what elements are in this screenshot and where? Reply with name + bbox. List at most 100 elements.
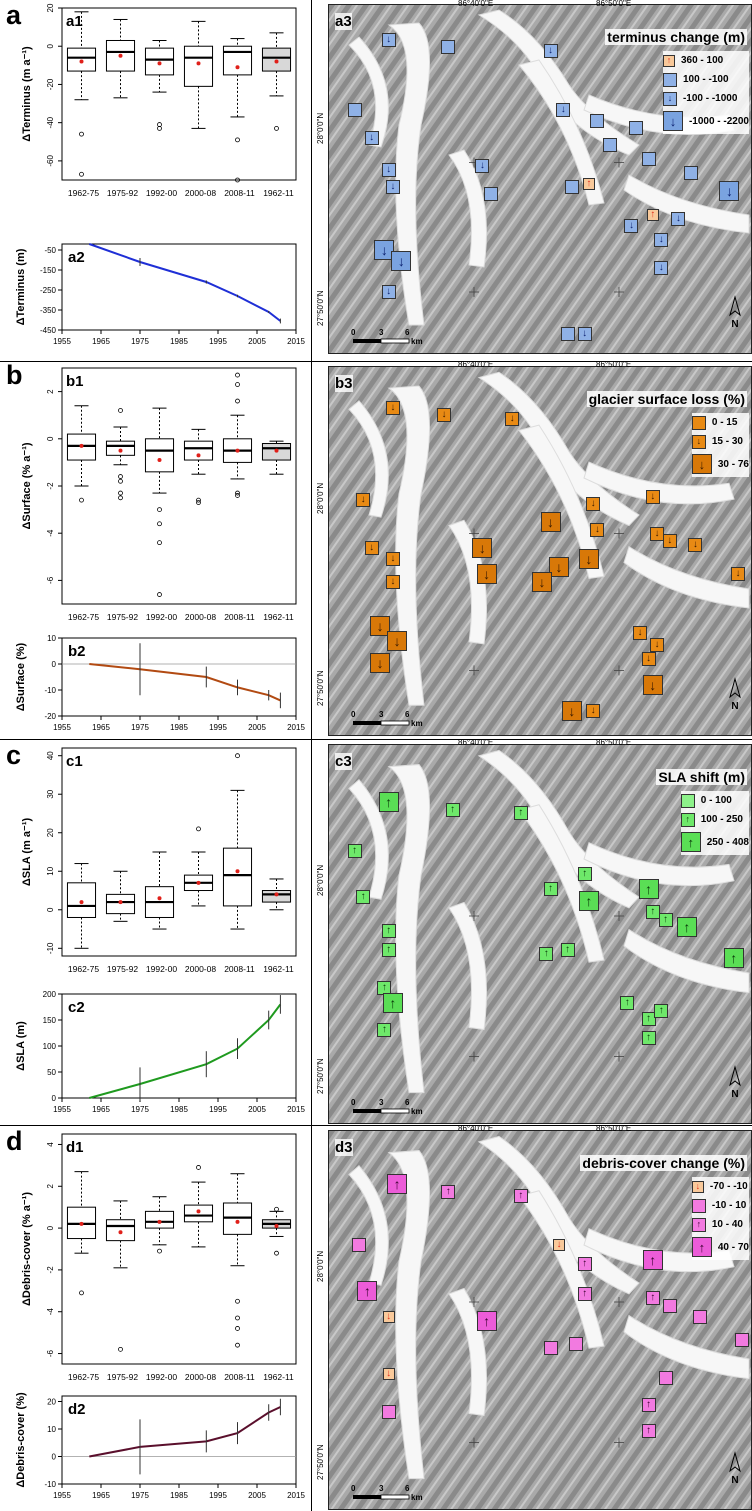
map-marker — [483, 187, 498, 201]
map-marker: ↑ — [378, 792, 399, 812]
outlier-point — [235, 177, 240, 183]
legend-entry: 0 - 100 — [680, 791, 749, 810]
y-tick-label: 10 — [47, 634, 56, 643]
line-plot: -50 -150 -250 -350 -450 1955 1965 1975 1985 1995 2… — [15, 243, 305, 346]
legend-label: 100 - 250 — [700, 814, 743, 825]
legend-label: 100 - -100 — [682, 74, 729, 85]
outlier-point — [235, 1315, 240, 1321]
y-tick-label: -2 — [46, 482, 55, 490]
map-marker: ↓ — [650, 526, 665, 541]
y-tick-label: 2 — [46, 1183, 55, 1188]
x-category-label: 1992-00 — [146, 612, 177, 622]
map-marker: ↓ — [556, 103, 571, 117]
plot-frame — [61, 637, 297, 717]
legend-entry: -10 - 10 — [691, 1196, 749, 1215]
scale-label: 3 — [379, 1098, 384, 1107]
scale-bar-graphic: 0 3 6km — [351, 710, 423, 728]
legend-symbol-icon: ↑ — [691, 1217, 706, 1232]
scale-bar: 0 3 6 km — [349, 325, 459, 351]
y-tick-label: -20 — [46, 78, 55, 90]
box-iqr — [105, 440, 136, 456]
map-marker — [692, 1310, 707, 1325]
map-marker: ↓ — [370, 616, 391, 636]
legend-symbol-icon: ↓ — [691, 434, 706, 449]
plot-frame — [61, 1395, 297, 1485]
map-marker: ↓ — [476, 564, 497, 585]
plot-frame — [61, 7, 297, 181]
map-marker: ↓ — [385, 400, 400, 415]
y-tick-label: -20 — [44, 712, 56, 721]
map-marker: ↓ — [385, 552, 400, 567]
plot-frame — [61, 243, 297, 331]
box-1992-00 — [144, 39, 175, 131]
map-marker: ↓ — [624, 218, 639, 233]
y-tick-label: 0 — [46, 436, 55, 441]
map-marker: ↓ — [381, 162, 396, 177]
y-tick-label: 20 — [46, 3, 55, 12]
y-tick-label: 100 — [43, 1042, 57, 1051]
box-1962-11 — [261, 440, 292, 475]
map-marker: ↑ — [645, 905, 660, 920]
latitude-label: 28°0'0"N — [316, 864, 325, 896]
x-category-label: 2008-11 — [224, 188, 255, 198]
map-marker — [441, 40, 456, 54]
box-2000-08 — [183, 428, 214, 505]
glacier-tongue — [348, 400, 389, 518]
map-marker: ↑ — [476, 1311, 497, 1331]
map-label: b3 — [335, 375, 353, 392]
box-2008-11 — [222, 38, 253, 183]
box-1992-00 — [144, 1196, 175, 1254]
x-tick-label: 1985 — [170, 337, 188, 346]
box-1962-75 — [66, 1171, 97, 1296]
outlier-point — [118, 408, 123, 413]
legend-entry: ↓ 30 - 76 — [691, 451, 749, 477]
legend-label: 360 - 100 — [680, 55, 724, 66]
scale-bar-graphic: 0 3 6km — [351, 328, 423, 346]
legend-label: -100 - -1000 — [682, 93, 738, 104]
map-marker: ↓ — [387, 630, 408, 651]
scale-segment — [380, 720, 410, 726]
glacier-tongue — [448, 901, 487, 1031]
x-tick-label: 2015 — [287, 1105, 305, 1114]
latitude-label: 27°50'0"N — [316, 1444, 325, 1480]
latitude-label: 28°0'0"N — [316, 1250, 325, 1282]
legend-symbol-icon: ↓ — [691, 1180, 704, 1193]
map-marker: ↑ — [642, 1250, 663, 1271]
outlier-point — [196, 826, 201, 832]
legend-label: -10 - 10 — [711, 1200, 747, 1211]
scale-bar-graphic: 0 3 6km — [351, 1484, 423, 1502]
map-marker — [735, 1333, 750, 1347]
legend-entry: ↓ -100 - -1000 — [662, 89, 749, 108]
x-category-label: 1992-00 — [146, 188, 177, 198]
box-2000-08 — [183, 826, 214, 907]
map-marker: ↓ — [385, 180, 400, 194]
line-plot-label: c2 — [68, 999, 85, 1016]
y-tick-label: 30 — [46, 789, 55, 798]
x-category-label: 1975-92 — [107, 188, 138, 198]
glacier-tongue — [623, 1314, 750, 1380]
outlier-point — [235, 490, 240, 496]
map-marker: ↓ — [650, 637, 665, 652]
box-iqr — [183, 45, 214, 87]
map-marker: ↑ — [539, 947, 554, 961]
y-tick-label: -450 — [40, 326, 57, 335]
x-category-label: 1962-75 — [68, 1372, 99, 1382]
row-divider — [0, 1125, 752, 1126]
x-tick-label: 1965 — [92, 723, 110, 732]
map-marker: ↓ — [505, 411, 520, 426]
map-marker: ↓ — [391, 250, 412, 271]
box-plot: 2 0 -2 -4 -6 1962-75 1975-92 1992-00 2000-08 2008… — [21, 367, 297, 622]
x-category-label: 1975-92 — [107, 964, 138, 974]
glacier-tongue — [623, 174, 750, 234]
box-2008-11 — [222, 753, 253, 930]
mean-point — [235, 448, 240, 453]
glacier-tongue — [518, 59, 605, 206]
map-marker: ↓ — [641, 652, 656, 667]
glacier-map: ↑ ↑ ↑ ↑ ↓ ↓ ↑ ↓ ↑ ↑ ↑ ↑ ↑ ↑ d3 debris-cover change (%) ↓… — [328, 1130, 752, 1510]
legend-label: -70 - -10 — [709, 1181, 748, 1192]
longitude-label: 86°40'0"E — [458, 360, 494, 369]
glacier-tongue — [583, 842, 735, 887]
row-divider — [0, 739, 752, 740]
map-marker — [684, 166, 699, 180]
x-tick-label: 1975 — [131, 723, 149, 732]
